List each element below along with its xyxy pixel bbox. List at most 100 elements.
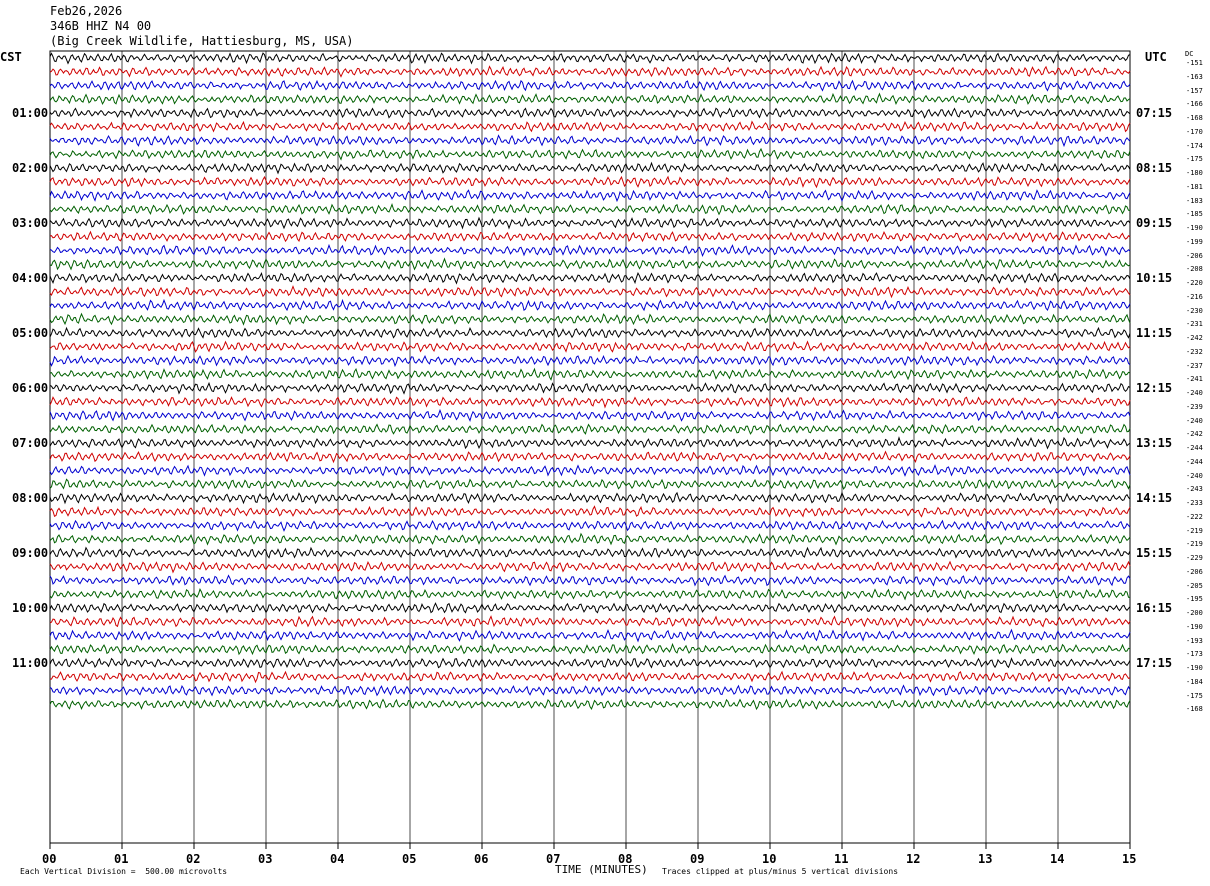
date-title: Feb26,2026 xyxy=(50,4,123,18)
dc-offset-value: -241 xyxy=(1186,375,1203,384)
seismic-trace xyxy=(49,560,1131,574)
utc-hour-label: 08:15 xyxy=(1136,161,1173,175)
seismic-trace xyxy=(49,436,1131,450)
x-tick-label: 05 xyxy=(402,852,417,866)
dc-offset-value: -244 xyxy=(1186,444,1203,452)
dc-offset-value: -232 xyxy=(1186,347,1203,356)
dc-offset-value: -216 xyxy=(1186,292,1203,301)
seismic-trace xyxy=(49,326,1131,339)
seismic-trace xyxy=(49,464,1131,477)
vertical-division-note: Each Vertical Division = 500.00 microvol… xyxy=(20,867,228,876)
seismic-trace xyxy=(49,532,1131,546)
dc-offset-value: -208 xyxy=(1186,265,1203,274)
dc-offset-value: -237 xyxy=(1186,361,1203,370)
cst-hour-label: 10:00 xyxy=(12,601,49,615)
seismic-trace xyxy=(49,161,1131,175)
dc-offset-value: -173 xyxy=(1186,650,1203,659)
dc-offset-value: -219 xyxy=(1186,526,1203,535)
utc-hour-label: 07:15 xyxy=(1136,106,1173,120)
dc-offset-value: -175 xyxy=(1186,155,1203,164)
seismic-trace xyxy=(49,147,1131,161)
seismic-trace xyxy=(49,52,1131,65)
dc-offset-value: -220 xyxy=(1186,279,1203,287)
x-tick-label: 06 xyxy=(474,852,489,866)
dc-offset-value: -240 xyxy=(1186,471,1203,480)
dc-offset-value: -219 xyxy=(1186,540,1203,549)
dc-offset-value: -205 xyxy=(1186,581,1203,590)
dc-offset-value: -229 xyxy=(1186,554,1203,562)
seismic-trace xyxy=(49,602,1131,614)
dc-offset-value: -157 xyxy=(1186,86,1203,95)
utc-hour-label: 15:15 xyxy=(1136,546,1173,560)
seismic-trace xyxy=(49,202,1131,216)
dc-offset-value: -199 xyxy=(1186,237,1203,246)
dc-offset-header: DC xyxy=(1185,50,1194,58)
dc-offset-value: -175 xyxy=(1186,691,1203,700)
dc-offset-value: -170 xyxy=(1186,127,1203,136)
seismic-trace xyxy=(49,408,1131,423)
dc-offset-value: -222 xyxy=(1186,512,1203,521)
cst-hour-label: 04:00 xyxy=(12,271,49,285)
dc-offset-value: -206 xyxy=(1186,251,1203,260)
dc-offset-value: -242 xyxy=(1186,430,1203,439)
seismic-trace xyxy=(49,657,1131,669)
x-tick-label: 02 xyxy=(186,852,201,866)
cst-hour-label: 11:00 xyxy=(12,656,49,670)
seismic-trace xyxy=(49,450,1131,464)
x-tick-label: 14 xyxy=(1050,852,1065,866)
dc-offset-value: -240 xyxy=(1186,416,1203,425)
seismic-trace xyxy=(49,628,1131,643)
seismic-trace xyxy=(49,107,1131,119)
x-tick-label: 07 xyxy=(546,852,561,866)
cst-hour-label: 09:00 xyxy=(12,546,49,560)
utc-hour-label: 09:15 xyxy=(1136,216,1173,230)
cst-hour-label: 01:00 xyxy=(12,106,49,120)
dc-offset-value: -168 xyxy=(1186,705,1203,714)
dc-offset-value: -190 xyxy=(1186,664,1203,672)
dc-offset-value: -239 xyxy=(1186,402,1203,411)
x-tick-label: 13 xyxy=(978,852,993,866)
dc-offset-value: -151 xyxy=(1186,59,1203,67)
cst-hour-label: 07:00 xyxy=(12,436,49,450)
x-tick-label: 15 xyxy=(1122,852,1137,866)
dc-offset-value: -195 xyxy=(1186,595,1203,604)
dc-offset-value: -168 xyxy=(1186,114,1203,122)
left-timezone-label: CST xyxy=(0,50,22,64)
dc-offset-value: -243 xyxy=(1186,485,1203,494)
dc-offset-value: -180 xyxy=(1186,169,1203,177)
cst-hour-label: 08:00 xyxy=(12,491,49,505)
seismic-trace xyxy=(49,312,1131,326)
x-tick-label: 12 xyxy=(906,852,921,866)
seismic-trace xyxy=(49,546,1131,559)
seismic-trace xyxy=(49,189,1131,203)
seismic-trace xyxy=(49,491,1131,505)
utc-hour-label: 13:15 xyxy=(1136,436,1173,450)
seismic-trace xyxy=(49,588,1131,601)
seismic-trace xyxy=(49,285,1131,299)
seismic-trace xyxy=(49,367,1131,381)
station-title: 346B HHZ N4 00 xyxy=(50,19,152,33)
dc-offset-value: -242 xyxy=(1186,334,1203,342)
cst-hour-label: 06:00 xyxy=(12,381,49,395)
x-tick-label: 10 xyxy=(762,852,777,866)
dc-offset-value: -240 xyxy=(1186,389,1203,397)
cst-hour-label: 05:00 xyxy=(12,326,49,340)
x-tick-label: 04 xyxy=(330,852,345,866)
dc-offset-value: -200 xyxy=(1186,609,1203,617)
dc-offset-value: -185 xyxy=(1186,210,1203,219)
utc-hour-label: 10:15 xyxy=(1136,271,1173,285)
seismic-trace xyxy=(49,354,1131,368)
seismic-trace xyxy=(49,396,1131,409)
plot-frame xyxy=(49,50,1131,844)
x-tick-label: 00 xyxy=(42,852,57,866)
x-tick-label: 11 xyxy=(834,852,849,866)
dc-offset-value: -231 xyxy=(1186,320,1203,329)
utc-hour-label: 12:15 xyxy=(1136,381,1173,395)
dc-offset-value: -190 xyxy=(1186,224,1203,232)
utc-hour-label: 14:15 xyxy=(1136,491,1173,505)
dc-offset-value: -190 xyxy=(1186,622,1203,631)
seismic-trace xyxy=(50,670,1131,684)
dc-offset-value: -184 xyxy=(1186,677,1203,686)
right-timezone-label: UTC xyxy=(1145,50,1167,64)
